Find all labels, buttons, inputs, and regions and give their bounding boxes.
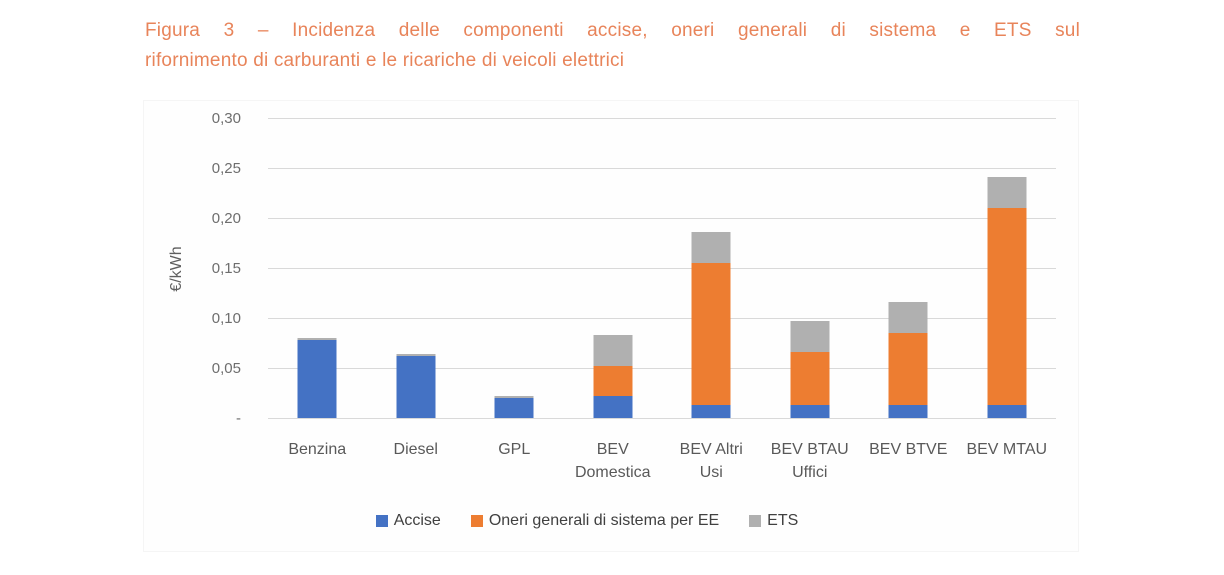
x-axis-label: GPL [498,441,531,458]
bar-segment-oneri-generali-di-sistema-per-ee [691,263,731,405]
figure-title-line1: Figura 3 – Incidenza delle componenti ac… [145,20,1080,41]
bar-benzina [297,338,337,418]
bar-segment-ets [987,177,1027,208]
y-tick-label: 0,25 [211,159,241,177]
y-tick-label: 0,30 [211,109,241,127]
bar-segment-accise [691,405,731,418]
bar-segment-ets [494,396,534,398]
legend: Accise Oneri generali di sistema per EE ET… [144,510,1030,532]
bar-bev-mtau [987,177,1027,418]
gridline [268,268,1056,269]
y-tick-label: 0,15 [211,259,241,277]
bar-segment-accise [297,340,337,418]
legend-swatch-oneri-generali-di-sistema-per-ee [470,515,483,527]
legend-swatch-ets [749,515,762,527]
figure-chart: €/kWh Benzina Diesel GPL BEV Domestica BEV A… [143,100,1079,552]
bar-bev-altri-usi [691,232,731,418]
figure-title-line2: rifornimento di carburanti e le ricarich… [145,50,625,71]
legend-item: Accise [375,512,441,530]
legend-item: ETS [749,512,798,530]
legend-item: Oneri generali di sistema per EE [470,512,720,530]
bar-segment-accise [888,405,928,418]
legend-label: Accise [393,512,441,529]
y-tick-label: 0,10 [211,309,241,327]
bar-bev-domestica [593,335,633,418]
legend-swatch-accise [375,515,388,527]
figure-title: Figura 3 – Incidenza delle componenti ac… [145,16,1080,76]
bar-gpl [494,396,534,418]
gridline [268,118,1056,119]
gridline [268,418,1056,419]
legend-label: ETS [767,512,799,529]
x-axis-label: BEV BTAU Uffici [770,441,849,481]
bar-segment-accise [396,356,436,418]
x-axis-label: Benzina [288,441,347,458]
bar-segment-accise [494,398,534,418]
bar-segment-ets [691,232,731,263]
bar-segment-ets [593,335,633,366]
gridline [268,168,1056,169]
x-axis-label: BEV Altri Usi [679,441,743,481]
x-axis-label: Diesel [393,441,438,458]
bar-bev-btve [888,302,928,418]
x-axis-label: BEV BTVE [869,441,948,458]
bar-diesel [396,354,436,418]
bar-segment-oneri-generali-di-sistema-per-ee [987,208,1027,405]
legend-label: Oneri generali di sistema per EE [488,512,720,529]
gridline [268,218,1056,219]
gridline [268,368,1056,369]
bar-segment-ets [396,354,436,356]
y-tick-label: 0,20 [211,209,241,227]
plot-area: Benzina Diesel GPL BEV Domestica BEV Altri U… [268,118,1056,481]
bar-segment-oneri-generali-di-sistema-per-ee [790,352,830,405]
bar-segment-ets [888,302,928,333]
bar-segment-accise [593,396,633,418]
y-tick-label: 0,05 [211,359,241,377]
bar-segment-accise [987,405,1027,418]
x-axis-label: BEV Domestica [574,441,651,481]
bar-segment-accise [790,405,830,418]
bar-segment-oneri-generali-di-sistema-per-ee [888,333,928,405]
bar-segment-ets [297,338,337,340]
bar-segment-ets [790,321,830,352]
y-tick-label: - [236,409,241,427]
gridline [268,318,1056,319]
bar-bev-btau-uffici [790,321,830,418]
bar-segment-oneri-generali-di-sistema-per-ee [593,366,633,396]
x-axis-label: BEV MTAU [966,441,1048,458]
